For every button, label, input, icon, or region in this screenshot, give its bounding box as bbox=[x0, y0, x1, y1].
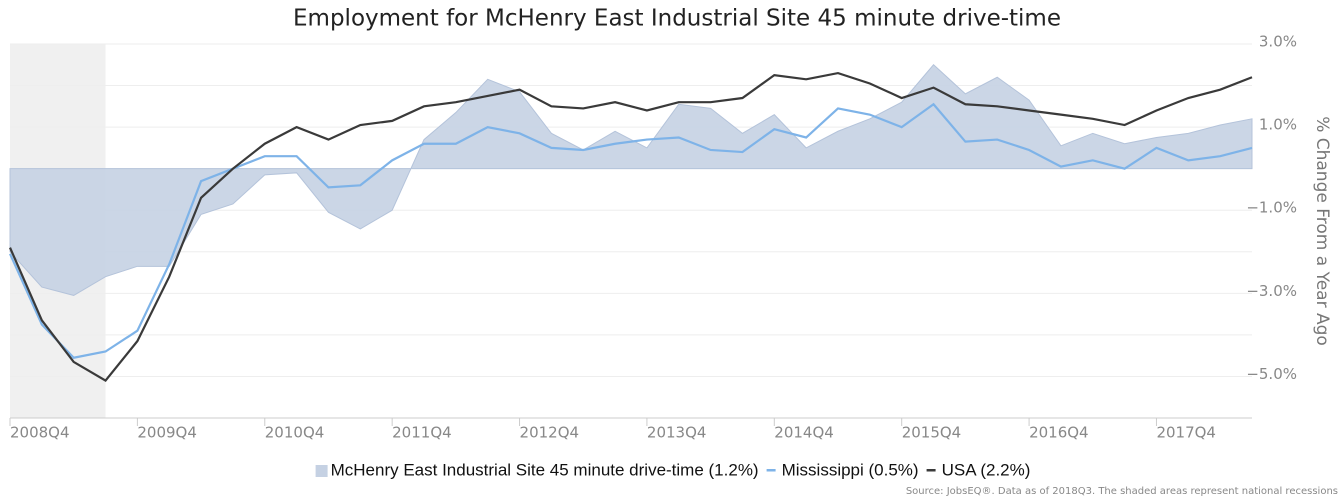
x-tick-label: 2016Q4 bbox=[1029, 424, 1089, 442]
legend: McHenry East Industrial Site 45 minute d… bbox=[315, 460, 1031, 479]
x-tick-label: 2011Q4 bbox=[392, 424, 452, 442]
legend-label: USA (2.2%) bbox=[942, 460, 1031, 479]
x-tick-label: 2010Q4 bbox=[265, 424, 325, 442]
legend-swatch bbox=[315, 465, 328, 477]
line bbox=[8, 102, 1253, 359]
chart-title: Employment for McHenry East Industrial S… bbox=[293, 6, 1061, 32]
x-tick-label: 2015Q4 bbox=[902, 424, 962, 442]
y-axis-label: % Change From a Year Ago bbox=[1312, 116, 1332, 346]
x-tick-label: 2013Q4 bbox=[647, 424, 707, 442]
x-tick-label: 2009Q4 bbox=[137, 424, 197, 442]
legend-label: Mississippi (0.5%) bbox=[782, 460, 919, 479]
y-tick-label: −1.0% bbox=[1246, 199, 1297, 217]
line bbox=[8, 71, 1253, 383]
y-tick-label: −3.0% bbox=[1246, 282, 1297, 300]
legend-label: McHenry East Industrial Site 45 minute d… bbox=[331, 460, 759, 479]
legend-swatch bbox=[926, 469, 936, 472]
source-note: Source: JobsEQ®. Data as of 2018Q3. The … bbox=[906, 486, 1338, 497]
legend-swatch bbox=[766, 469, 776, 472]
x-tick-label: 2008Q4 bbox=[10, 424, 70, 442]
y-tick-label: −5.0% bbox=[1246, 365, 1297, 383]
area bbox=[9, 64, 1253, 296]
x-tick-label: 2014Q4 bbox=[774, 424, 834, 442]
x-tick-label: 2012Q4 bbox=[520, 424, 580, 442]
y-tick-label: 3.0% bbox=[1259, 33, 1297, 51]
x-tick-label: 2017Q4 bbox=[1156, 424, 1216, 442]
y-tick-label: 1.0% bbox=[1259, 116, 1297, 134]
